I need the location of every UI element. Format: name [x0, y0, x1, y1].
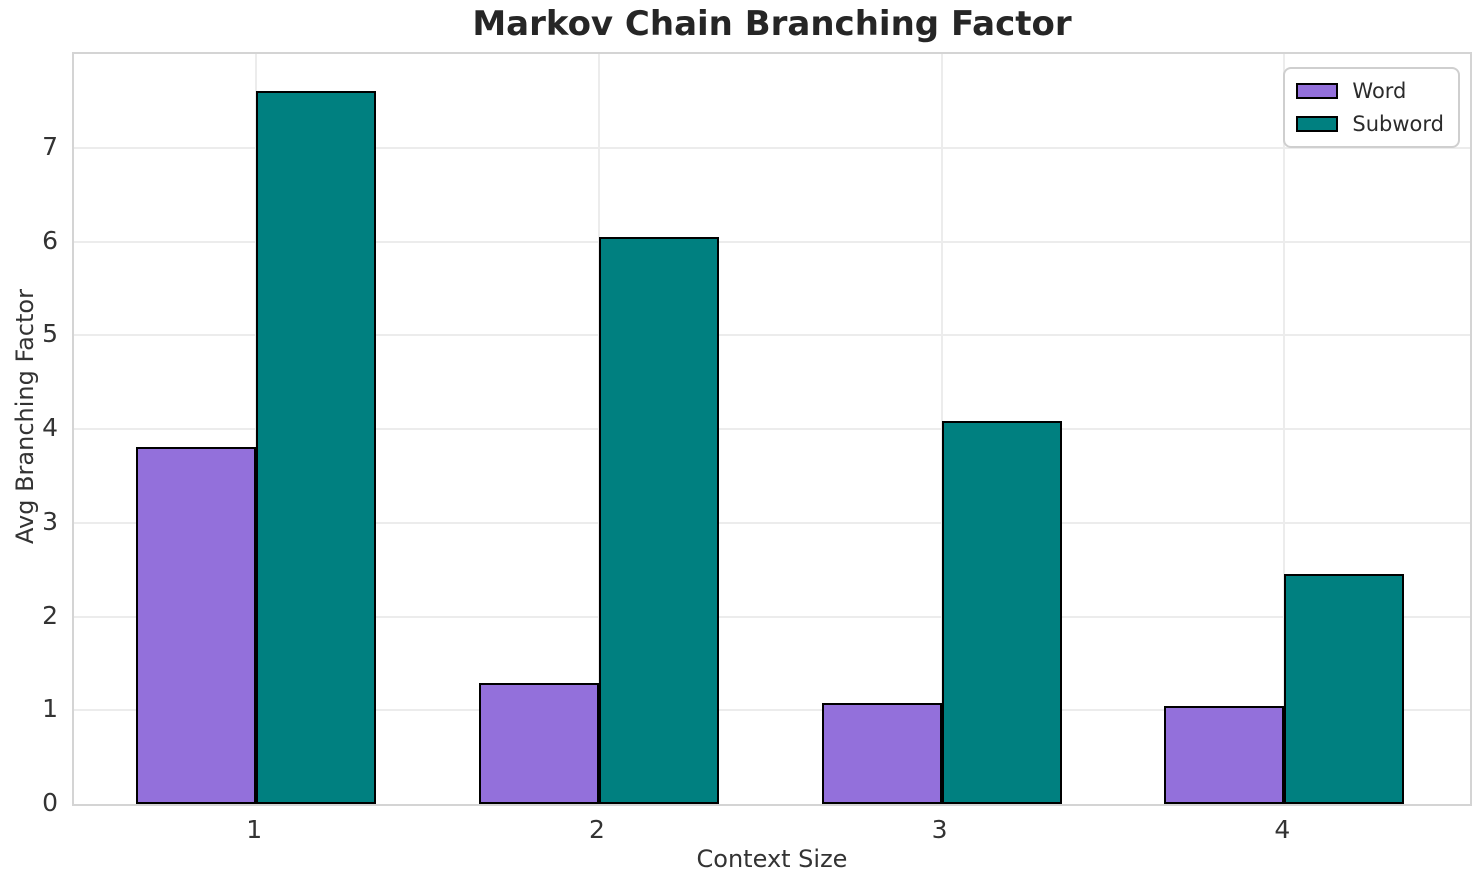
bar-word-3	[821, 703, 942, 804]
gridline-y-1	[74, 709, 1470, 712]
legend-label-word: Word	[1352, 79, 1407, 103]
y-tick-label-4: 4	[42, 413, 58, 442]
x-tick-label-2: 2	[588, 815, 605, 844]
legend-item-word: Word	[1296, 78, 1444, 104]
y-tick-label-7: 7	[42, 131, 58, 161]
x-tick-label-3: 3	[931, 815, 948, 844]
y-tick-label-3: 3	[42, 506, 58, 536]
x-tick-label-4: 4	[1274, 815, 1291, 844]
bar-word-4	[1164, 706, 1285, 804]
gridline-y-4	[74, 428, 1470, 430]
legend: Word Subword	[1283, 67, 1460, 148]
legend-item-subword: Subword	[1296, 111, 1444, 137]
chart-title: Markov Chain Branching Factor	[472, 4, 1072, 44]
legend-swatch-subword	[1296, 116, 1339, 132]
legend-label-subword: Subword	[1352, 112, 1444, 136]
y-tick-label-5: 5	[42, 319, 58, 349]
gridline-y-6	[74, 240, 1470, 243]
gridline-y-7	[74, 146, 1470, 149]
y-tick-label-6: 6	[42, 225, 58, 255]
x-axis-label: Context Size	[696, 845, 848, 873]
y-tick-label-1: 1	[42, 694, 58, 724]
bar-subword-1	[256, 91, 377, 804]
gridline-y-5	[74, 334, 1470, 337]
gridline-y-3	[74, 521, 1470, 524]
bar-subword-2	[598, 237, 719, 804]
gridline-y-2	[74, 615, 1470, 618]
x-tick-label-1: 1	[246, 815, 263, 844]
bar-word-1	[136, 447, 257, 804]
y-tick-label-0: 0	[42, 788, 58, 817]
gridline-x-4	[1283, 54, 1286, 804]
bar-subword-4	[1284, 574, 1405, 804]
bar-subword-3	[941, 421, 1062, 804]
bar-word-2	[478, 683, 599, 804]
y-tick-label-2: 2	[42, 600, 58, 630]
legend-swatch-word	[1296, 83, 1339, 99]
plot-area: Word Subword	[72, 52, 1472, 806]
